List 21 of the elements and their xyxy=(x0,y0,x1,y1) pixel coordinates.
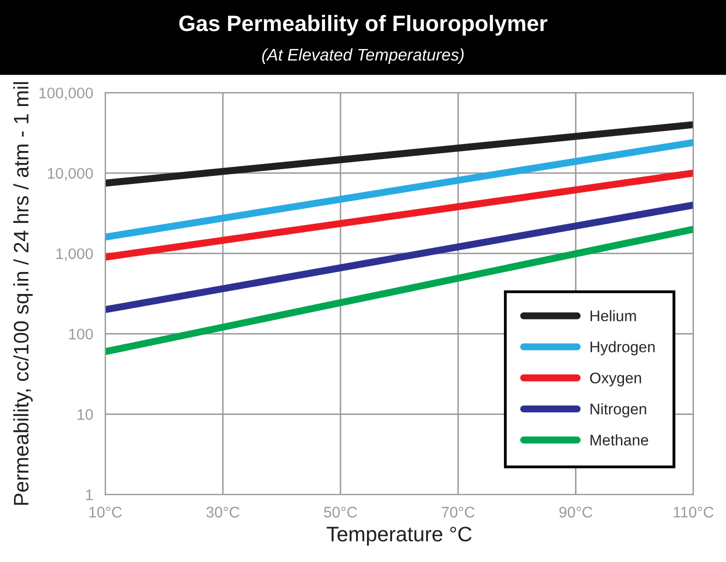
y-tick-label: 1 xyxy=(86,490,93,500)
chart-subtitle: (At Elevated Temperatures) xyxy=(262,48,464,64)
y-tick-label: 100 xyxy=(69,328,93,340)
legend-label: Nitrogen xyxy=(590,403,646,418)
legend-label: Methane xyxy=(590,434,648,446)
x-tick-label: 50°C xyxy=(324,506,357,518)
y-tick-label: 10 xyxy=(78,409,93,420)
x-tick-label: 10°C xyxy=(89,506,122,518)
x-tick-label: 70°C xyxy=(442,506,475,518)
y-tick-label: 100,000 xyxy=(39,88,93,100)
legend-label: Helium xyxy=(590,310,636,322)
x-tick-label: 90°C xyxy=(559,506,592,518)
x-axis-title: Temperature °C xyxy=(326,526,472,546)
chart-title: Gas Permeability of Fluoropolymer xyxy=(179,14,548,36)
x-tick-label: 110°C xyxy=(674,506,714,518)
y-tick-label: 10,000 xyxy=(48,168,93,181)
legend-label: Oxygen xyxy=(590,372,642,386)
x-tick-label: 30°C xyxy=(206,506,240,518)
y-axis-title: Permeability, cc/100 sq.in / 24 hrs / atm - 1 mil xyxy=(13,82,33,505)
legend-label: Hydrogen xyxy=(590,341,655,356)
y-tick-label: 1,000 xyxy=(56,248,93,261)
